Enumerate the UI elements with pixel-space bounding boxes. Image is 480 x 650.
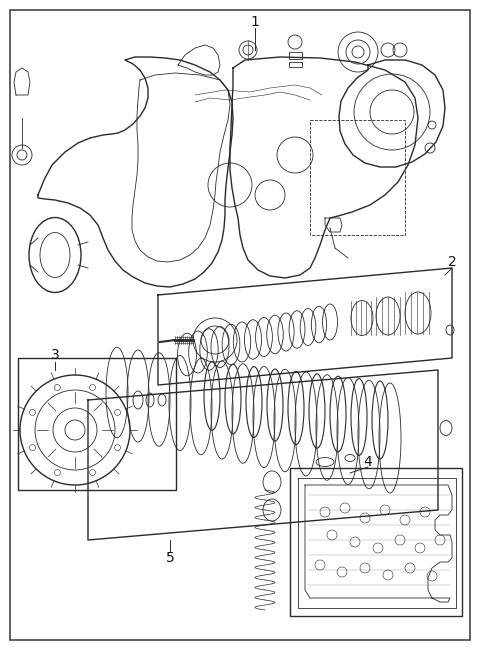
- Bar: [290, 468, 462, 616]
- Bar: [310, 120, 405, 235]
- Text: 2: 2: [448, 255, 456, 269]
- Text: 1: 1: [251, 15, 259, 29]
- Bar: [18, 358, 176, 490]
- Bar: [289, 52, 302, 59]
- Text: 3: 3: [50, 348, 60, 362]
- Bar: [289, 62, 302, 67]
- Text: 5: 5: [166, 551, 174, 565]
- Text: 4: 4: [364, 455, 372, 469]
